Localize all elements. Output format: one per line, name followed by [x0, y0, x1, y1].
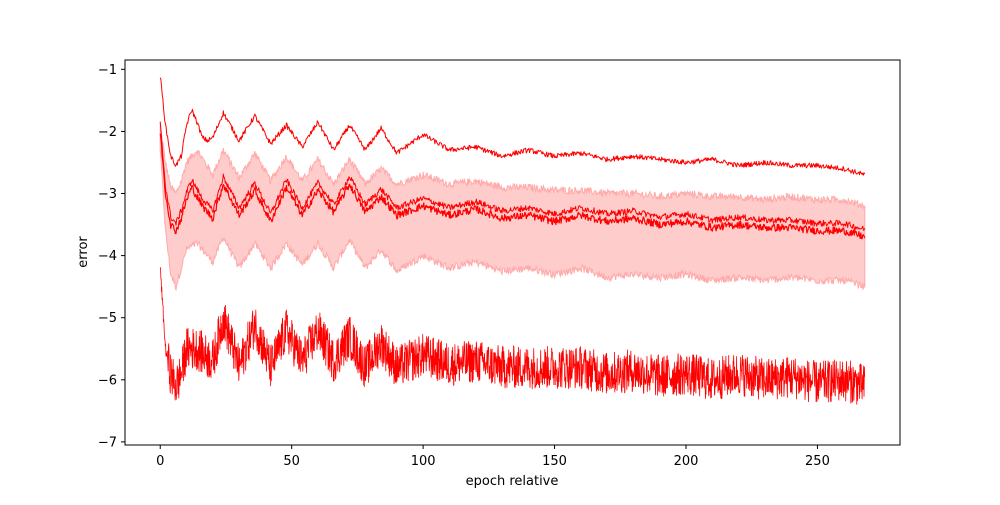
lower-series-line	[159, 267, 866, 405]
y-tick-label: −3	[98, 187, 117, 202]
plot-area	[159, 77, 866, 405]
x-axis-label: epoch relative	[466, 474, 559, 489]
y-axis-label: error	[76, 236, 91, 268]
x-tick-label: 200	[674, 454, 699, 469]
x-tick-label: 250	[805, 454, 830, 469]
x-tick-label: 0	[156, 454, 164, 469]
y-tick-label: −4	[98, 249, 117, 264]
y-tick-label: −1	[98, 63, 117, 78]
x-tick-label: 100	[411, 454, 436, 469]
x-tick-label: 150	[542, 454, 567, 469]
upper-series-line	[159, 77, 866, 176]
y-axis: −7 −6 −5 −4 −3 −2 −1	[98, 63, 125, 450]
y-tick-label: −5	[98, 311, 117, 326]
confidence-band	[159, 123, 866, 292]
y-tick-label: −7	[98, 435, 117, 450]
y-tick-label: −2	[98, 125, 117, 140]
x-tick-label: 50	[283, 454, 300, 469]
mean-series-line	[159, 133, 866, 240]
y-tick-label: −6	[98, 373, 117, 388]
x-axis: 0 50 100 150 200 250	[156, 445, 830, 469]
plot-frame	[124, 59, 901, 446]
mean-series-line-upper	[159, 121, 866, 231]
